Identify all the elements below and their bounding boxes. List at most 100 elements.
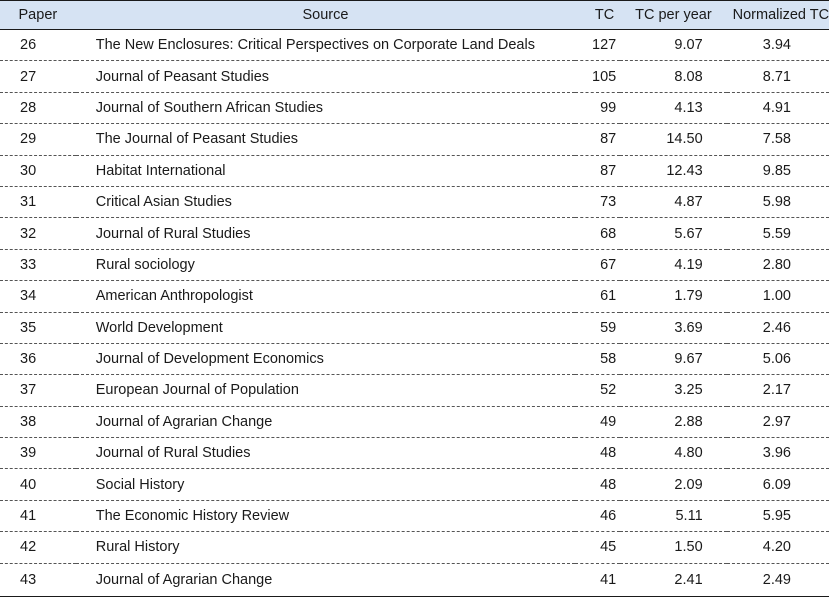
- cell-tc-per-year: 8.08: [674, 68, 703, 85]
- cell-tc: 59: [600, 319, 617, 336]
- cell-normalized-tc: 5.95: [762, 508, 791, 525]
- cell-tc: 41: [600, 571, 617, 588]
- cell-paper: 37: [20, 382, 37, 399]
- cell-tc-per-year: 9.67: [674, 351, 703, 368]
- cell-source: European Journal of Population: [95, 382, 299, 399]
- cell-source: Critical Asian Studies: [95, 194, 232, 211]
- table-row: 36 Journal of Development Economics 58 9.67…: [0, 343, 829, 375]
- cell-normalized-tc: 5.98: [762, 194, 791, 211]
- table-row: 40 Social History 48 2.09 6.09: [0, 469, 829, 501]
- cell-tc: 127: [592, 37, 617, 54]
- cell-tc: 68: [600, 225, 617, 242]
- cell-paper: 41: [20, 508, 37, 525]
- cell-tc-per-year: 2.88: [674, 413, 703, 430]
- cell-tc: 58: [600, 351, 617, 368]
- header-paper: Paper: [18, 7, 58, 23]
- cell-paper: 39: [20, 445, 37, 462]
- cell-paper: 36: [20, 351, 37, 368]
- table-row: 30 Habitat International 87 12.43 9.85: [0, 155, 829, 187]
- cell-paper: 32: [20, 225, 37, 242]
- cell-tc: 49: [600, 413, 617, 430]
- cell-tc-per-year: 2.09: [674, 476, 703, 493]
- cell-tc: 87: [600, 162, 617, 179]
- cell-tc-per-year: 9.07: [674, 37, 703, 54]
- cell-source: Journal of Agrarian Change: [95, 571, 273, 588]
- cell-source: Journal of Agrarian Change: [95, 413, 273, 430]
- cell-paper: 30: [20, 162, 37, 179]
- cell-source: Journal of Development Economics: [95, 351, 324, 368]
- cell-normalized-tc: 2.49: [762, 571, 791, 588]
- cell-tc: 48: [600, 476, 617, 493]
- cell-paper: 35: [20, 319, 37, 336]
- cell-tc: 48: [600, 445, 617, 462]
- table-row: 41 The Economic History Review 46 5.11 5.95: [0, 500, 829, 532]
- table-row: 28 Journal of Southern African Studies 99 4…: [0, 92, 829, 124]
- cell-paper: 29: [20, 131, 37, 148]
- cell-source: Journal of Peasant Studies: [95, 68, 270, 85]
- cell-paper: 40: [20, 476, 37, 493]
- cell-tc: 67: [600, 256, 617, 273]
- table-row: 31 Critical Asian Studies 73 4.87 5.98: [0, 186, 829, 218]
- cell-normalized-tc: 8.71: [762, 68, 791, 85]
- table-row: 29 The Journal of Peasant Studies 87 14.50 7…: [0, 124, 829, 156]
- cell-normalized-tc: 7.58: [762, 131, 791, 148]
- cell-tc-per-year: 5.11: [675, 508, 703, 525]
- cell-normalized-tc: 3.96: [762, 445, 791, 462]
- cell-normalized-tc: 2.17: [762, 382, 791, 399]
- cell-source: Journal of Southern African Studies: [95, 99, 324, 116]
- cell-tc-per-year: 4.19: [674, 256, 703, 273]
- table-row: 26 The New Enclosures: Critical Perspecti…: [0, 30, 829, 61]
- cell-source: Journal of Rural Studies: [95, 445, 251, 462]
- cell-paper: 42: [20, 539, 37, 556]
- cell-tc-per-year: 4.13: [674, 99, 703, 116]
- cell-normalized-tc: 3.94: [762, 37, 791, 54]
- table-row: 37 European Journal of Population 52 3.25 2.…: [0, 375, 829, 407]
- cell-source: Habitat International: [95, 162, 226, 179]
- cell-paper: 33: [20, 256, 37, 273]
- cell-normalized-tc: 4.20: [762, 539, 791, 556]
- cell-tc: 46: [600, 508, 617, 525]
- cell-tc-per-year: 3.25: [674, 382, 703, 399]
- cell-paper: 31: [20, 194, 37, 211]
- cell-paper: 34: [20, 288, 37, 305]
- cell-normalized-tc: 1.00: [762, 288, 791, 305]
- table-row: 38 Journal of Agrarian Change 49 2.88 2.97: [0, 406, 829, 438]
- table-row: 33 Rural sociology 67 4.19 2.80: [0, 249, 829, 281]
- table-body: 26 The New Enclosures: Critical Perspecti…: [0, 30, 829, 597]
- table-row: 39 Journal of Rural Studies 48 4.80 3.96: [0, 438, 829, 469]
- cell-tc: 105: [592, 68, 617, 85]
- cell-normalized-tc: 2.80: [762, 256, 791, 273]
- cell-source: Rural History: [95, 539, 180, 556]
- cell-tc-per-year: 4.80: [674, 445, 703, 462]
- cell-paper: 28: [20, 99, 37, 116]
- cell-tc: 61: [600, 288, 617, 305]
- cell-tc: 52: [600, 382, 617, 399]
- cell-source: Rural sociology: [95, 256, 195, 273]
- cell-normalized-tc: 5.06: [762, 351, 791, 368]
- cell-paper: 38: [20, 413, 37, 430]
- cell-source: Journal of Rural Studies: [95, 225, 251, 242]
- cell-paper: 26: [20, 37, 37, 54]
- cell-paper: 27: [20, 68, 37, 85]
- table-header: Paper Source TC TC per year Normalized T…: [0, 0, 830, 30]
- cell-tc: 87: [600, 131, 617, 148]
- cell-normalized-tc: 2.46: [762, 319, 791, 336]
- cell-source: The Economic History Review: [95, 508, 290, 525]
- cell-tc-per-year: 14.50: [666, 131, 703, 148]
- header-source: Source: [302, 7, 349, 23]
- cell-tc-per-year: 5.67: [674, 225, 703, 242]
- header-tc-per-year: TC per year: [635, 7, 712, 23]
- cell-tc-per-year: 2.41: [674, 571, 703, 588]
- cell-tc: 73: [600, 194, 617, 211]
- cell-source: Social History: [95, 476, 185, 493]
- cell-normalized-tc: 2.97: [762, 413, 791, 430]
- header-row: Paper Source TC TC per year Normalized T…: [0, 0, 830, 30]
- cell-tc-per-year: 1.50: [674, 539, 703, 556]
- header-normalized-tc: Normalized TC: [732, 7, 830, 23]
- cell-tc-per-year: 3.69: [674, 319, 703, 336]
- cell-tc: 45: [600, 539, 617, 556]
- table-row: 35 World Development 59 3.69 2.46: [0, 312, 829, 344]
- cell-source: The New Enclosures: Critical Perspective…: [95, 37, 535, 54]
